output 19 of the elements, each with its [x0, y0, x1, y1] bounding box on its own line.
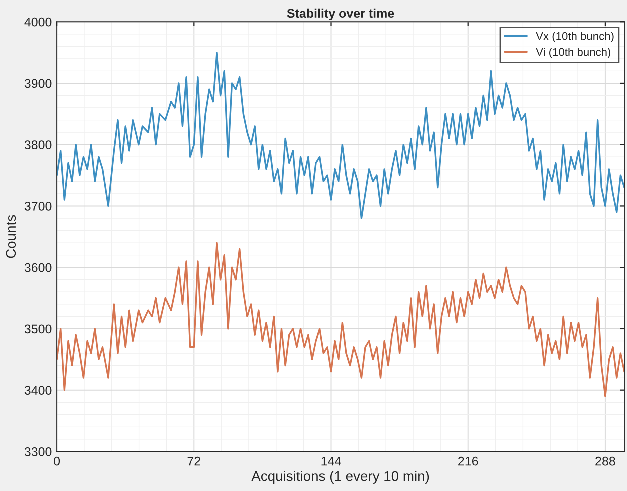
- x-tick-label: 216: [458, 456, 478, 466]
- y-axis-title: Counts: [6, 215, 16, 258]
- y-tick-label: 3300: [24, 448, 52, 456]
- y-tick-label: 3600: [24, 263, 52, 272]
- y-tick-label: 3400: [24, 386, 52, 395]
- legend-label: Vi (10th bunch): [536, 48, 611, 58]
- chart-title: Stability over time: [287, 8, 394, 21]
- x-tick-label: 0: [54, 456, 60, 466]
- y-tick-label: 3800: [24, 140, 52, 150]
- y-tick-label: 3500: [24, 324, 52, 334]
- x-tick-label: 144: [322, 457, 342, 466]
- x-axis-title: Acquisitions (1 every 10 min): [252, 471, 430, 484]
- y-tick-label: 3700: [24, 202, 52, 211]
- x-tick-label: 72: [188, 456, 200, 466]
- x-tick-label: 288: [596, 456, 616, 466]
- legend-label: Vx (10th bunch): [536, 32, 614, 42]
- line-series: [57, 242, 624, 398]
- y-tick-label: 4000: [24, 18, 52, 27]
- y-tick-label: 3900: [24, 79, 52, 88]
